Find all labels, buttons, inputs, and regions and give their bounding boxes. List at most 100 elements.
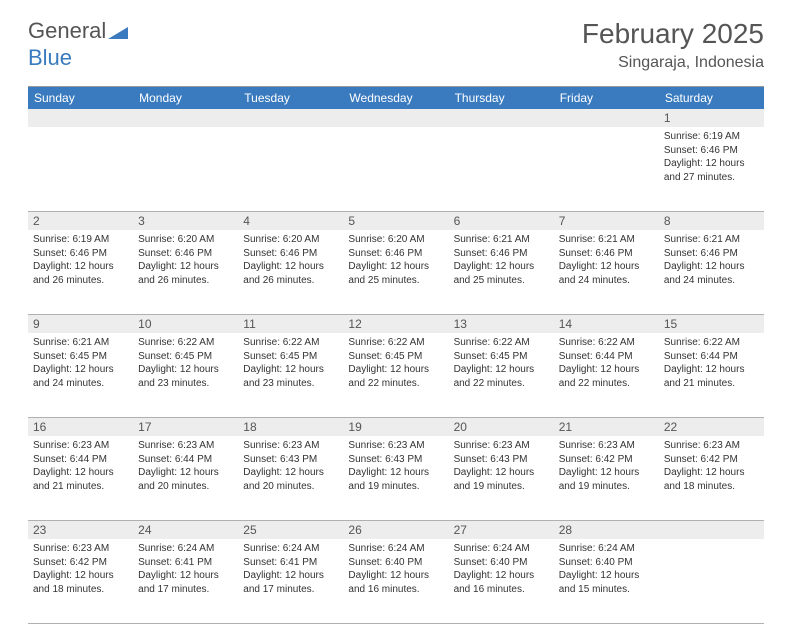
month-title: February 2025 [582, 18, 764, 50]
daylight-line: Daylight: 12 hours and 17 minutes. [138, 569, 233, 596]
date-band: 2345678 [28, 212, 764, 230]
sunset-line: Sunset: 6:44 PM [138, 453, 233, 467]
date-number: 21 [554, 418, 659, 436]
dayhead-tuesday: Tuesday [238, 87, 343, 109]
date-number: 7 [554, 212, 659, 230]
date-number: 16 [28, 418, 133, 436]
sunrise-line: Sunrise: 6:24 AM [348, 542, 443, 556]
logo-word1: General [28, 18, 106, 43]
sunrise-line: Sunrise: 6:21 AM [559, 233, 654, 247]
sunrise-line: Sunrise: 6:23 AM [243, 439, 338, 453]
date-number: 27 [449, 521, 554, 539]
daylight-line: Daylight: 12 hours and 24 minutes. [559, 260, 654, 287]
date-band: 1 [28, 109, 764, 127]
sunrise-line: Sunrise: 6:20 AM [243, 233, 338, 247]
sunrise-line: Sunrise: 6:22 AM [559, 336, 654, 350]
calendar-cell: Sunrise: 6:22 AMSunset: 6:45 PMDaylight:… [343, 333, 448, 417]
date-number: 19 [343, 418, 448, 436]
daylight-line: Daylight: 12 hours and 21 minutes. [664, 363, 759, 390]
calendar-cell: Sunrise: 6:23 AMSunset: 6:43 PMDaylight:… [449, 436, 554, 520]
daylight-line: Daylight: 12 hours and 20 minutes. [243, 466, 338, 493]
calendar-cell [554, 127, 659, 211]
date-number: 4 [238, 212, 343, 230]
date-number: 28 [554, 521, 659, 539]
calendar-cell: Sunrise: 6:24 AMSunset: 6:41 PMDaylight:… [238, 539, 343, 623]
daylight-line: Daylight: 12 hours and 26 minutes. [243, 260, 338, 287]
sunset-line: Sunset: 6:42 PM [559, 453, 654, 467]
calendar-cell: Sunrise: 6:23 AMSunset: 6:42 PMDaylight:… [554, 436, 659, 520]
dayhead-friday: Friday [554, 87, 659, 109]
sunset-line: Sunset: 6:46 PM [559, 247, 654, 261]
sunrise-line: Sunrise: 6:19 AM [33, 233, 128, 247]
date-number: 18 [238, 418, 343, 436]
calendar-cell: Sunrise: 6:23 AMSunset: 6:42 PMDaylight:… [28, 539, 133, 623]
calendar-cell [343, 127, 448, 211]
calendar-cell: Sunrise: 6:22 AMSunset: 6:44 PMDaylight:… [659, 333, 764, 417]
sunset-line: Sunset: 6:40 PM [348, 556, 443, 570]
daylight-line: Daylight: 12 hours and 25 minutes. [454, 260, 549, 287]
sunset-line: Sunset: 6:43 PM [243, 453, 338, 467]
sunset-line: Sunset: 6:42 PM [33, 556, 128, 570]
calendar-cell: Sunrise: 6:19 AMSunset: 6:46 PMDaylight:… [659, 127, 764, 211]
date-number: 26 [343, 521, 448, 539]
date-number [133, 109, 238, 127]
calendar-cell: Sunrise: 6:19 AMSunset: 6:46 PMDaylight:… [28, 230, 133, 314]
date-number: 17 [133, 418, 238, 436]
date-number: 9 [28, 315, 133, 333]
calendar-cell: Sunrise: 6:23 AMSunset: 6:44 PMDaylight:… [28, 436, 133, 520]
header: General Blue February 2025 Singaraja, In… [0, 0, 792, 80]
sunrise-line: Sunrise: 6:23 AM [138, 439, 233, 453]
daylight-line: Daylight: 12 hours and 15 minutes. [559, 569, 654, 596]
sunset-line: Sunset: 6:46 PM [138, 247, 233, 261]
sunset-line: Sunset: 6:43 PM [348, 453, 443, 467]
calendar-cell: Sunrise: 6:23 AMSunset: 6:44 PMDaylight:… [133, 436, 238, 520]
daylight-line: Daylight: 12 hours and 26 minutes. [138, 260, 233, 287]
calendar-cell: Sunrise: 6:21 AMSunset: 6:46 PMDaylight:… [554, 230, 659, 314]
sunrise-line: Sunrise: 6:20 AM [348, 233, 443, 247]
sunset-line: Sunset: 6:40 PM [559, 556, 654, 570]
logo-word2: Blue [28, 45, 72, 70]
daylight-line: Daylight: 12 hours and 16 minutes. [348, 569, 443, 596]
sunrise-line: Sunrise: 6:24 AM [243, 542, 338, 556]
calendar-cell: Sunrise: 6:21 AMSunset: 6:46 PMDaylight:… [659, 230, 764, 314]
sunset-line: Sunset: 6:42 PM [664, 453, 759, 467]
daylight-line: Daylight: 12 hours and 19 minutes. [559, 466, 654, 493]
calendar-cell [238, 127, 343, 211]
daylight-line: Daylight: 12 hours and 21 minutes. [33, 466, 128, 493]
date-number: 8 [659, 212, 764, 230]
daylight-line: Daylight: 12 hours and 18 minutes. [33, 569, 128, 596]
date-number: 14 [554, 315, 659, 333]
daylight-line: Daylight: 12 hours and 26 minutes. [33, 260, 128, 287]
sunset-line: Sunset: 6:44 PM [664, 350, 759, 364]
date-number: 20 [449, 418, 554, 436]
sunrise-line: Sunrise: 6:22 AM [348, 336, 443, 350]
daylight-line: Daylight: 12 hours and 24 minutes. [664, 260, 759, 287]
sunset-line: Sunset: 6:46 PM [664, 144, 759, 158]
sunrise-line: Sunrise: 6:21 AM [33, 336, 128, 350]
calendar-cell: Sunrise: 6:24 AMSunset: 6:41 PMDaylight:… [133, 539, 238, 623]
calendar-cell: Sunrise: 6:20 AMSunset: 6:46 PMDaylight:… [343, 230, 448, 314]
sunrise-line: Sunrise: 6:24 AM [138, 542, 233, 556]
date-number [28, 109, 133, 127]
daylight-line: Daylight: 12 hours and 22 minutes. [348, 363, 443, 390]
sunrise-line: Sunrise: 6:24 AM [559, 542, 654, 556]
calendar: Sunday Monday Tuesday Wednesday Thursday… [28, 86, 764, 624]
calendar-cell: Sunrise: 6:20 AMSunset: 6:46 PMDaylight:… [238, 230, 343, 314]
sunrise-line: Sunrise: 6:24 AM [454, 542, 549, 556]
date-number: 25 [238, 521, 343, 539]
sunset-line: Sunset: 6:46 PM [243, 247, 338, 261]
sunset-line: Sunset: 6:45 PM [33, 350, 128, 364]
date-number: 15 [659, 315, 764, 333]
date-number: 23 [28, 521, 133, 539]
calendar-cell: Sunrise: 6:23 AMSunset: 6:42 PMDaylight:… [659, 436, 764, 520]
daylight-line: Daylight: 12 hours and 19 minutes. [348, 466, 443, 493]
sunset-line: Sunset: 6:43 PM [454, 453, 549, 467]
daylight-line: Daylight: 12 hours and 22 minutes. [559, 363, 654, 390]
date-band: 9101112131415 [28, 315, 764, 333]
daylight-line: Daylight: 12 hours and 24 minutes. [33, 363, 128, 390]
date-number: 6 [449, 212, 554, 230]
date-number: 22 [659, 418, 764, 436]
date-number: 3 [133, 212, 238, 230]
calendar-cell: Sunrise: 6:20 AMSunset: 6:46 PMDaylight:… [133, 230, 238, 314]
daylight-line: Daylight: 12 hours and 22 minutes. [454, 363, 549, 390]
